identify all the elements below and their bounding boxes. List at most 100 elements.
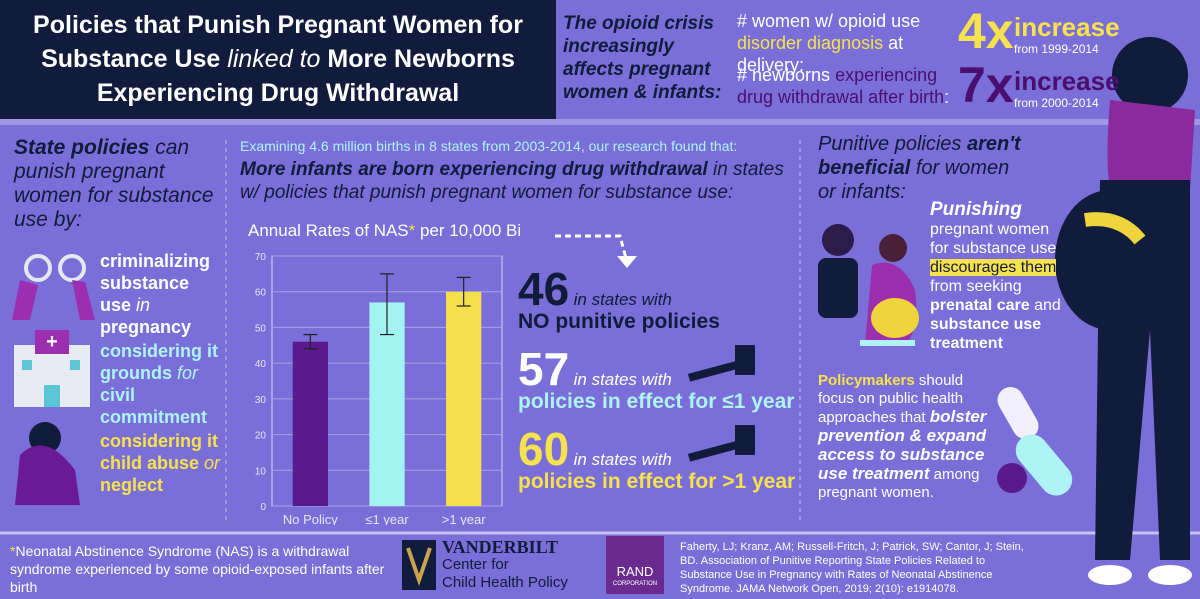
- gavel-icon: [687, 425, 755, 462]
- text: RAND: [616, 564, 654, 579]
- left-heading: State policies can punish pregnant women…: [14, 136, 219, 232]
- text: neglect: [100, 475, 164, 495]
- text: disorder diagnosis: [737, 33, 884, 53]
- text: Annual Rates of NAS: [248, 221, 409, 240]
- text: in states with: [573, 370, 672, 389]
- y-tick-label: 60: [255, 288, 267, 299]
- text: Child Health Policy: [442, 574, 568, 591]
- stat-word: increase: [1014, 66, 1120, 96]
- text: and: [1034, 297, 1061, 314]
- text: aren't beneficial: [818, 133, 1021, 179]
- bar: [446, 291, 482, 506]
- text: in states with: [573, 450, 672, 469]
- text: More infants are born experiencing drug …: [240, 159, 708, 180]
- text: experiencing drug withdrawal after birth: [737, 65, 945, 107]
- multiplier: 4x: [958, 3, 1014, 59]
- x-tick-label: >1 year: [442, 512, 486, 525]
- punish-text: Punishing pregnant women for substance u…: [930, 200, 1065, 353]
- y-tick-label: 50: [255, 323, 267, 334]
- x-tick-label: ≤1 year: [365, 512, 409, 525]
- intro: Examining 4.6 million births in 8 states…: [240, 138, 738, 154]
- text: Center for: [442, 556, 509, 573]
- result: 57 in states with policies in effect for …: [518, 342, 798, 414]
- y-tick-label: 20: [255, 431, 267, 442]
- vanderbilt-logo: [402, 540, 436, 590]
- y-tick-label: 70: [255, 252, 267, 263]
- text: Punishing: [930, 199, 1022, 220]
- multiplier: 7x: [958, 57, 1014, 113]
- svg-text:+: +: [46, 331, 58, 353]
- text: prenatal care: [930, 297, 1030, 314]
- stat-period: from 1999-2014: [1014, 42, 1099, 56]
- text: State policies: [14, 136, 150, 159]
- title-box: [0, 0, 556, 119]
- text: in states w/ policies that punish pregna…: [240, 159, 784, 203]
- right-heading: Punitive policies aren't beneficial for …: [818, 132, 1028, 204]
- title-text: linked to: [227, 45, 321, 73]
- text: can punish pregnant women for substance …: [14, 136, 214, 231]
- text: or: [204, 453, 221, 473]
- text: *: [10, 543, 16, 559]
- text: # newborns: [737, 65, 831, 85]
- chart-title: Annual Rates of NAS* per 10,000 Births: [248, 221, 520, 240]
- text: considering it child abuse: [100, 431, 219, 473]
- policy-text: Policymakers should focus on public heal…: [818, 372, 1003, 502]
- nurse-illustration: [818, 224, 919, 346]
- title: Policies that Punish Pregnant Women for …: [8, 8, 548, 110]
- woman-illustration: [1055, 37, 1195, 585]
- rand-text: RAND CORPORATION: [606, 564, 664, 590]
- title-text: Policies that Punish Pregnant Women for …: [33, 11, 523, 73]
- y-tick-label: 30: [255, 395, 267, 406]
- y-tick-label: 40: [255, 359, 267, 370]
- text: in: [136, 295, 151, 315]
- arrow: [555, 234, 629, 263]
- text: should focus on public health approaches…: [818, 372, 964, 426]
- text: from seeking: [930, 278, 1022, 295]
- y-tick-label: 10: [255, 466, 267, 477]
- text: considering it grounds: [100, 341, 219, 383]
- text: pregnant women for substance use: [930, 221, 1057, 257]
- text: pregnancy: [100, 317, 192, 337]
- vanderbilt-text: VANDERBILT Center for Child Health Policy: [442, 538, 568, 592]
- gavel-icon: [687, 345, 755, 382]
- text: in states with: [573, 290, 672, 309]
- handcuff-icon: [12, 254, 95, 320]
- divider: [0, 119, 1200, 125]
- text: Neonatal Abstinence Syndrome (NAS) is a …: [10, 543, 385, 595]
- citation: Faherty, LJ; Kranz, AM; Russell-Fritch, …: [680, 541, 1024, 595]
- text: NO punitive policies: [518, 310, 720, 333]
- text: *: [409, 221, 416, 240]
- stat-word: increase: [1014, 12, 1120, 42]
- text: bolster prevention & expand access to su…: [818, 407, 987, 483]
- y-tick-label: 0: [260, 502, 266, 513]
- title-text: More Newborns Experiencing Drug Withdraw…: [96, 45, 515, 107]
- arrow: [617, 256, 637, 268]
- stat-label: # women w/ opioid use disorder diagnosis…: [737, 10, 957, 76]
- text: CORPORATION: [612, 581, 658, 587]
- text: among pregnant women.: [818, 466, 980, 501]
- text: # women w/ opioid use: [737, 11, 921, 31]
- text: substance use treatment: [930, 316, 1042, 352]
- text: :: [944, 87, 950, 107]
- text: per 10,000 Births: [415, 221, 520, 240]
- left-item: considering it grounds for civil commitm…: [100, 340, 225, 428]
- text: civil commitment: [100, 385, 208, 427]
- text: Punitive policies: [818, 133, 962, 155]
- pill-illustration: [997, 387, 1073, 496]
- text: at delivery:: [737, 33, 904, 75]
- text: policies in effect for >1 year: [518, 470, 796, 493]
- result: 46 in states with NO punitive policies: [518, 262, 798, 334]
- text: policies in effect for ≤1 year: [518, 390, 795, 413]
- result-number: 46: [518, 263, 570, 315]
- bar-chart: Annual Rates of NAS* per 10,000 Births 0…: [248, 221, 520, 525]
- text: criminalizing substance use: [100, 251, 211, 315]
- highlight: discourages them: [930, 259, 1057, 276]
- headline: More infants are born experiencing drug …: [240, 158, 795, 204]
- hospital-icon: +: [14, 330, 90, 407]
- footnote: *Neonatal Abstinence Syndrome (NAS) is a…: [10, 542, 390, 596]
- stat-period: from 2000-2014: [1014, 96, 1099, 110]
- stat-label: # newborns experiencing drug withdrawal …: [737, 64, 957, 108]
- result-number: 60: [518, 423, 570, 475]
